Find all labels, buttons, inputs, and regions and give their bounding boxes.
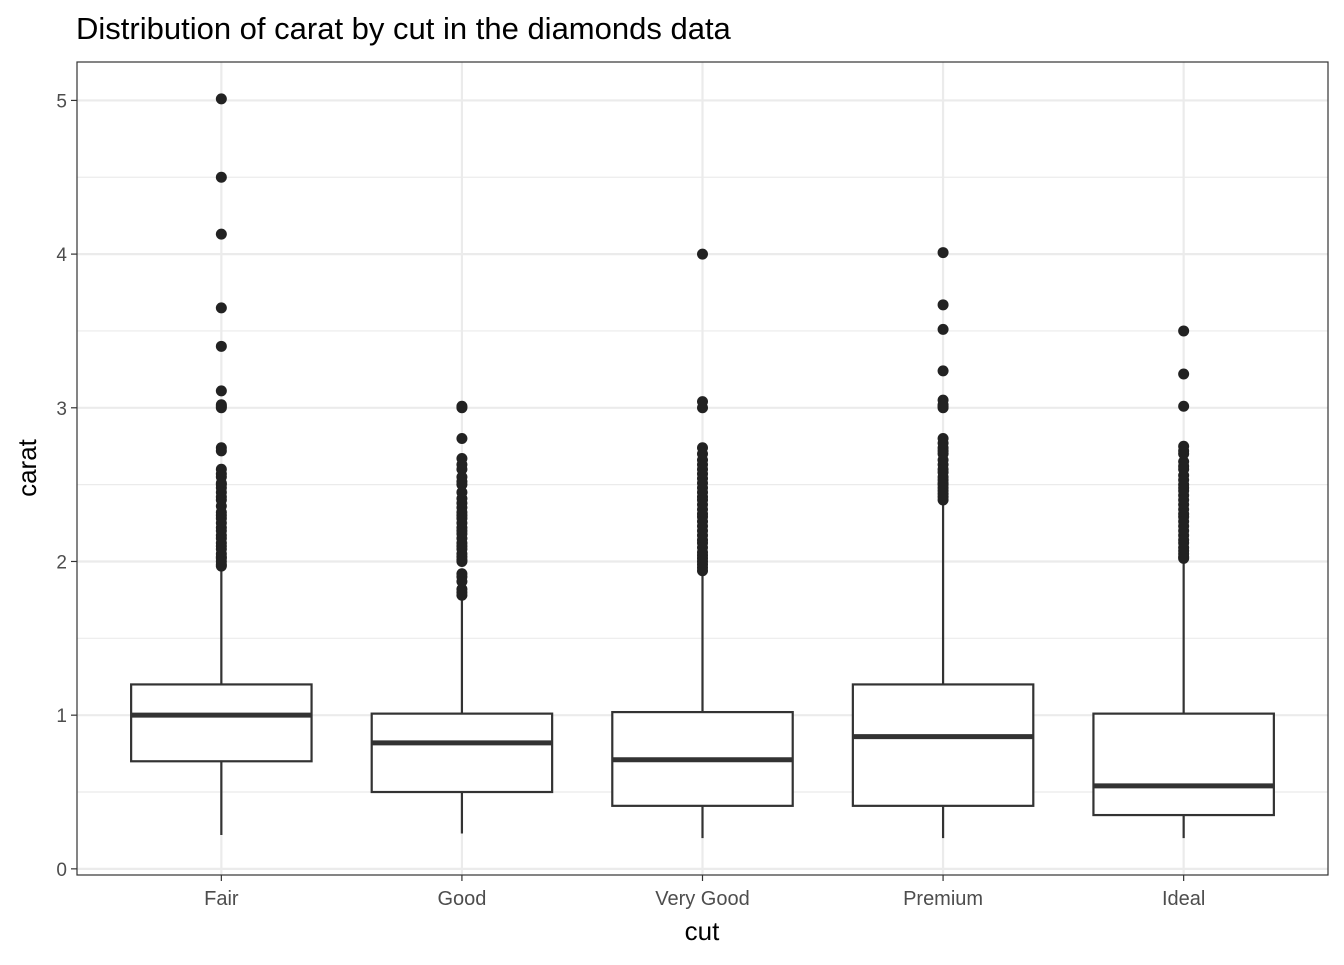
x-tick-label: Good [437, 888, 486, 910]
outlier-point [1178, 368, 1190, 380]
outlier-point [937, 402, 949, 414]
outlier-point [456, 575, 468, 587]
outlier-point [697, 248, 708, 260]
outlier-point [456, 433, 468, 445]
box-fair [130, 93, 313, 836]
outlier-point [1178, 325, 1190, 337]
outlier-point [937, 299, 949, 311]
outlier-point [697, 402, 708, 414]
y-tick-label: 1 [56, 706, 67, 727]
y-tick-label: 2 [56, 552, 67, 573]
outlier-point [215, 385, 227, 397]
x-tick-label: Ideal [1162, 888, 1205, 910]
outlier-point [215, 445, 227, 457]
outlier-point [937, 323, 949, 335]
x-tick-label: Fair [204, 888, 239, 910]
y-axis-label: carat [12, 438, 42, 497]
outlier-point [215, 560, 227, 572]
outlier-point [937, 494, 949, 506]
outlier-point [215, 402, 227, 414]
outlier-point [456, 463, 468, 475]
outlier-point [215, 340, 227, 352]
y-tick-label: 5 [56, 91, 67, 112]
chart-title: Distribution of carat by cut in the diam… [76, 11, 732, 46]
outlier-point [215, 228, 227, 240]
outlier-point [456, 589, 468, 601]
outlier-point [215, 171, 227, 183]
y-tick-label: 3 [56, 399, 67, 420]
box-good [370, 400, 554, 834]
outlier-point [1178, 448, 1190, 460]
outlier-point [456, 402, 468, 414]
outlier-point [1178, 552, 1190, 564]
box-ideal [1092, 325, 1275, 839]
box-very-good [611, 248, 794, 839]
y-tick-label: 0 [56, 860, 67, 881]
x-tick-label: Premium [903, 888, 983, 910]
box-iqr [851, 683, 1035, 807]
outlier-point [456, 555, 468, 567]
outlier-point [937, 365, 949, 377]
boxes [130, 93, 1275, 839]
x-axis-label: cut [685, 916, 720, 946]
y-axis: 0 1 2 3 4 5 [56, 91, 77, 881]
y-tick-label: 4 [56, 245, 67, 266]
outlier-point [215, 93, 227, 105]
x-axis: Fair Good Very Good Premium Ideal [204, 875, 1205, 910]
box-iqr [130, 683, 313, 763]
outlier-point [1178, 400, 1190, 412]
box-iqr [1092, 712, 1275, 817]
outlier-point [697, 565, 708, 577]
outlier-point [215, 302, 227, 314]
box-iqr [370, 712, 554, 794]
x-tick-label: Very Good [655, 888, 750, 910]
box-premium [851, 247, 1035, 839]
outlier-point [456, 479, 468, 491]
outlier-point [937, 247, 949, 259]
